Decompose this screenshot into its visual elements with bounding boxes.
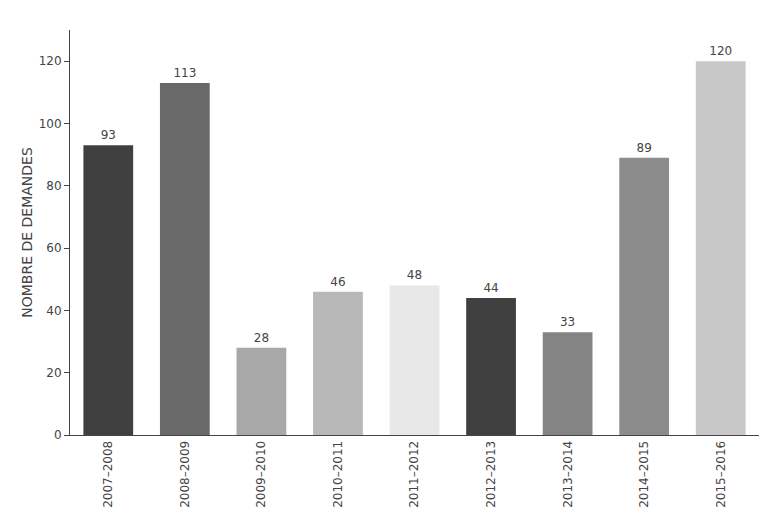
svg-text:40: 40 <box>46 304 61 318</box>
svg-text:93: 93 <box>101 128 116 142</box>
svg-text:0: 0 <box>54 428 62 442</box>
svg-text:2013–2014: 2013–2014 <box>561 441 575 508</box>
svg-text:44: 44 <box>483 281 498 295</box>
svg-text:20: 20 <box>46 366 61 380</box>
svg-text:2008–2009: 2008–2009 <box>178 441 192 508</box>
svg-text:100: 100 <box>39 117 62 131</box>
svg-text:2009–2010: 2009–2010 <box>254 441 268 508</box>
svg-text:89: 89 <box>637 141 652 155</box>
svg-text:NOMBRE DE DEMANDES: NOMBRE DE DEMANDES <box>19 147 35 318</box>
svg-text:33: 33 <box>560 315 575 329</box>
svg-text:113: 113 <box>173 66 196 80</box>
svg-text:120: 120 <box>39 54 62 68</box>
svg-text:2011–2012: 2011–2012 <box>407 441 421 508</box>
svg-text:28: 28 <box>254 331 269 345</box>
svg-text:2007–2008: 2007–2008 <box>101 441 115 508</box>
svg-text:2010–2011: 2010–2011 <box>331 441 345 508</box>
svg-text:60: 60 <box>46 241 61 255</box>
svg-text:46: 46 <box>330 275 345 289</box>
svg-text:120: 120 <box>709 44 732 58</box>
svg-text:2014–2015: 2014–2015 <box>637 441 651 508</box>
svg-text:2015–2016: 2015–2016 <box>714 441 728 508</box>
svg-text:80: 80 <box>46 179 61 193</box>
svg-text:48: 48 <box>407 268 422 282</box>
svg-text:2012–2013: 2012–2013 <box>484 441 498 508</box>
